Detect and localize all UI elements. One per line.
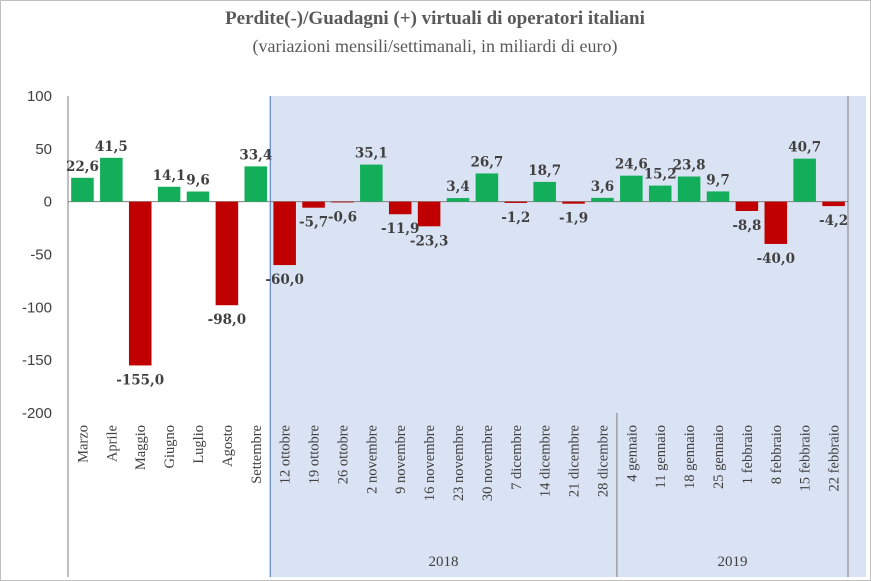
bar-16 [533, 181, 556, 202]
bars-layer [71, 157, 845, 366]
data-label-7: -60,0 [265, 272, 303, 288]
x-tick-label: 8 febbraio [769, 425, 785, 484]
bar-26 [822, 201, 845, 207]
x-tick-label: 12 ottobre [278, 425, 294, 484]
x-tick-label: 23 novembre [451, 425, 467, 501]
tick-labels-layer: 100 50 0 -50 -100 -150 -200 2018 2019 Marzo Aprile… [22, 88, 843, 570]
x-tick-label: 26 ottobre [335, 425, 351, 484]
bar-6 [244, 166, 268, 202]
data-label-9: -0,6 [328, 209, 357, 225]
bar-1 [100, 157, 123, 202]
bar-15 [504, 201, 528, 203]
bar-25 [793, 158, 816, 202]
bar-11 [388, 201, 412, 215]
data-label-11: -11,9 [381, 221, 419, 237]
chart-subtitle: (variazioni mensili/settimanali, in mili… [253, 36, 618, 57]
bar-7 [273, 201, 296, 266]
y-tick-label: -200 [22, 405, 52, 422]
x-tick-label: Luglio [191, 425, 207, 464]
bar-22 [706, 191, 730, 202]
x-tick-label: 11 gennaio [653, 425, 669, 489]
data-label-20: 15,2 [644, 167, 677, 183]
bar-2 [128, 201, 152, 366]
data-label-4: 9,6 [186, 173, 210, 189]
data-label-21: 23,8 [673, 158, 706, 174]
data-label-22: 9,7 [706, 172, 730, 188]
x-tick-label: 30 novembre [480, 425, 496, 501]
bar-20 [648, 185, 672, 202]
bar-17 [562, 201, 585, 204]
x-tick-label: 25 gennaio [711, 425, 727, 489]
x-tick-label: Giugno [162, 425, 178, 469]
data-label-1: 41,5 [95, 139, 128, 155]
bar-23 [735, 201, 759, 211]
bar-21 [677, 176, 701, 202]
bar-9 [331, 201, 354, 203]
data-label-5: -98,0 [208, 312, 246, 328]
bar-4 [186, 191, 210, 202]
x-tick-label: 4 gennaio [624, 425, 640, 482]
bar-8 [302, 201, 325, 208]
y-tick-label: -100 [22, 299, 52, 316]
data-label-26: -4,2 [819, 213, 848, 229]
data-label-24: -40,0 [757, 251, 795, 267]
y-tick-label: 100 [27, 88, 52, 105]
data-label-6: 33,4 [239, 147, 272, 163]
x-tick-label: 15 febbraio [798, 425, 814, 491]
bar-18 [591, 197, 614, 202]
bar-0 [71, 177, 94, 202]
x-tick-label: 16 novembre [422, 425, 438, 501]
x-tick-label: 7 dicembre [509, 425, 525, 490]
bar-13 [446, 198, 470, 202]
y-tick-label: 50 [35, 141, 52, 158]
data-label-10: 35,1 [355, 146, 388, 162]
data-label-25: 40,7 [788, 140, 821, 156]
x-tick-label: Maggio [133, 425, 149, 470]
data-label-19: 24,6 [615, 157, 648, 173]
data-label-12: -23,3 [410, 233, 448, 249]
bar-19 [620, 175, 643, 202]
x-tick-label: 1 febbraio [740, 425, 756, 484]
group-label-2019: 2019 [717, 554, 747, 570]
data-label-15: -1,2 [501, 210, 530, 226]
bar-3 [157, 186, 181, 202]
bar-14 [475, 173, 499, 202]
y-tick-label: -150 [22, 352, 52, 369]
data-label-18: 3,6 [591, 179, 615, 195]
x-tick-label: 21 dicembre [567, 425, 583, 497]
weekly-shaded-area [270, 96, 866, 577]
x-tick-label: Settembre [249, 425, 265, 484]
y-tick-label: 0 [44, 194, 52, 211]
x-tick-label: 22 febbraio [827, 425, 843, 491]
x-tick-label: 14 dicembre [538, 425, 554, 497]
data-label-13: 3,4 [446, 179, 470, 195]
x-tick-label: 2 novembre [364, 425, 380, 494]
x-tick-label: 9 novembre [393, 425, 409, 494]
bar-24 [764, 201, 788, 244]
group-label-2018: 2018 [429, 554, 459, 570]
x-tick-label: 18 gennaio [682, 425, 698, 489]
data-labels-layer: 22,641,5-155,014,1 9,6-98,033,4-60,0-5,7-… [66, 139, 848, 389]
data-label-3: 14,1 [153, 168, 186, 184]
data-label-8: -5,7 [299, 215, 328, 231]
data-label-0: 22,6 [66, 159, 99, 175]
y-tick-label: -50 [30, 247, 52, 264]
x-tick-label: 28 dicembre [595, 425, 611, 497]
data-label-14: 26,7 [470, 154, 503, 170]
x-tick-label: Aprile [104, 425, 120, 462]
chart-title: Perdite(-)/Guadagni (+) virtuali di oper… [225, 8, 645, 29]
x-tick-label: Marzo [75, 425, 91, 463]
shaded-region-layer [269, 96, 866, 577]
bar-10 [360, 164, 383, 202]
x-tick-label: 19 ottobre [307, 425, 323, 484]
data-label-23: -8,8 [732, 218, 761, 234]
bar-5 [215, 201, 239, 306]
data-label-2: -155,0 [116, 372, 164, 388]
x-tick-label: Agosto [220, 425, 236, 467]
data-label-16: 18,7 [528, 163, 561, 179]
data-label-17: -1,9 [559, 211, 588, 227]
bar-12 [417, 201, 441, 227]
